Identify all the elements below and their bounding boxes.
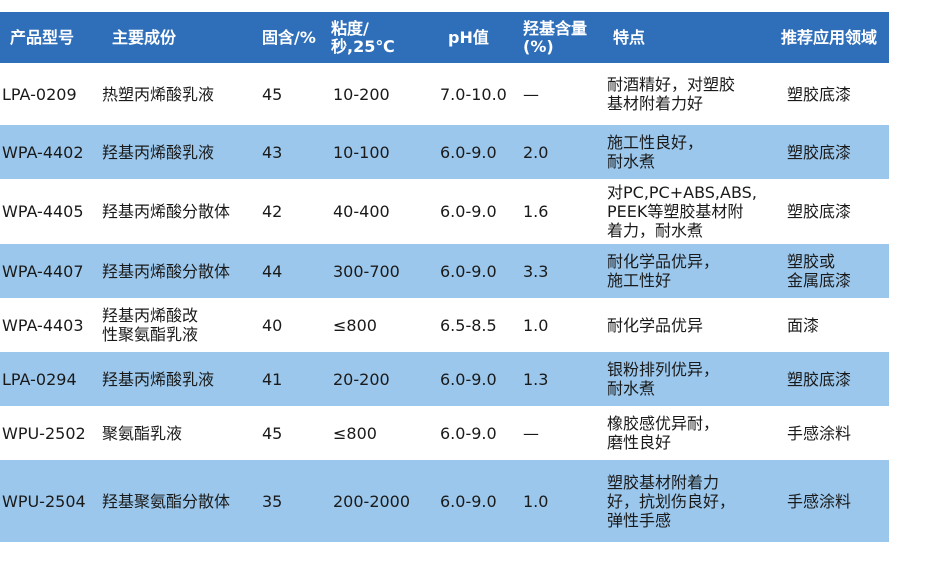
cell-application: 手感涂料 xyxy=(787,491,852,511)
header-hydroxyl-content: 羟基含量 (%) xyxy=(523,18,588,56)
cell-features: 橡胶感优异耐， 磨性良好 xyxy=(607,414,720,452)
cell-solid: 41 xyxy=(262,369,283,389)
cell-solid: 43 xyxy=(262,142,283,162)
header-features: 特点 xyxy=(613,27,646,47)
cell-features: 施工性良好， 耐水煮 xyxy=(607,133,704,171)
cell-hydroxyl: 1.0 xyxy=(523,315,549,335)
cell-model: WPA-4403 xyxy=(2,315,84,335)
header-application: 推荐应用领域 xyxy=(781,27,878,47)
cell-hydroxyl: — xyxy=(523,84,539,104)
product-table: 产品型号 主要成份 固含/% 粘度/秒,25℃ pH值 羟基含量 (%) 特点 … xyxy=(0,12,889,542)
cell-viscosity: 20-200 xyxy=(333,369,390,389)
table-row: WPA-4405 羟基丙烯酸分散体 42 40-400 6.0-9.0 1.6 … xyxy=(0,179,889,244)
cell-application: 面漆 xyxy=(787,315,820,335)
cell-model: LPA-0209 xyxy=(2,84,77,104)
cell-application: 手感涂料 xyxy=(787,423,852,443)
cell-component: 羟基聚氨酯分散体 xyxy=(102,491,231,511)
cell-features: 耐酒精好，对塑胶 基材附着力好 xyxy=(607,75,736,113)
cell-model: WPA-4407 xyxy=(2,261,84,281)
cell-ph: 6.0-9.0 xyxy=(440,261,497,281)
cell-model: WPU-2504 xyxy=(2,491,86,511)
cell-application: 塑胶底漆 xyxy=(787,202,852,221)
cell-component: 热塑丙烯酸乳液 xyxy=(102,84,215,104)
cell-application: 塑胶底漆 xyxy=(787,84,852,104)
cell-component: 羟基丙烯酸改 性聚氨酯乳液 xyxy=(102,306,199,344)
table-row: WPA-4407 羟基丙烯酸分散体 44 300-700 6.0-9.0 3.3… xyxy=(0,244,889,298)
cell-hydroxyl: 3.3 xyxy=(523,261,549,281)
cell-features: 塑胶基材附着力 好，抗划伤良好， 弹性手感 xyxy=(607,472,736,530)
table-row: WPA-4403 羟基丙烯酸改 性聚氨酯乳液 40 ≤800 6.5-8.5 1… xyxy=(0,298,889,352)
table-row: LPA-0294 羟基丙烯酸乳液 41 20-200 6.0-9.0 1.3 银… xyxy=(0,352,889,406)
cell-viscosity: 300-700 xyxy=(333,261,400,281)
cell-component: 羟基丙烯酸分散体 xyxy=(102,261,231,281)
cell-features: 耐化学品优异， 施工性好 xyxy=(607,252,720,290)
cell-viscosity: ≤800 xyxy=(333,315,377,335)
cell-model: WPA-4405 xyxy=(2,202,84,221)
cell-hydroxyl: 1.3 xyxy=(523,369,549,389)
header-solid-content: 固含/% xyxy=(262,27,316,47)
cell-ph: 6.0-9.0 xyxy=(440,202,497,221)
cell-ph: 6.5-8.5 xyxy=(440,315,497,335)
cell-features: 对PC,PC+ABS,ABS, PEEK等塑胶基材附 着力，耐水煮 xyxy=(607,183,757,240)
table-header: 产品型号 主要成份 固含/% 粘度/秒,25℃ pH值 羟基含量 (%) 特点 … xyxy=(0,12,889,63)
cell-solid: 42 xyxy=(262,202,283,221)
cell-ph: 6.0-9.0 xyxy=(440,423,497,443)
cell-solid: 45 xyxy=(262,84,283,104)
cell-viscosity: 10-100 xyxy=(333,142,390,162)
cell-application: 塑胶或 金属底漆 xyxy=(787,252,852,290)
cell-component: 聚氨酯乳液 xyxy=(102,423,183,443)
cell-model: WPU-2502 xyxy=(2,423,86,443)
table-row: WPU-2504 羟基聚氨酯分散体 35 200-2000 6.0-9.0 1.… xyxy=(0,460,889,542)
cell-ph: 7.0-10.0 xyxy=(440,84,507,104)
cell-solid: 44 xyxy=(262,261,283,281)
cell-ph: 6.0-9.0 xyxy=(440,491,497,511)
header-viscosity: 粘度/秒,25℃ xyxy=(331,18,395,56)
cell-application: 塑胶底漆 xyxy=(787,369,852,389)
cell-hydroxyl: — xyxy=(523,423,539,443)
cell-model: LPA-0294 xyxy=(2,369,77,389)
header-ph: pH值 xyxy=(448,27,489,47)
cell-ph: 6.0-9.0 xyxy=(440,369,497,389)
cell-solid: 45 xyxy=(262,423,283,443)
cell-features: 银粉排列优异， 耐水煮 xyxy=(607,360,720,398)
cell-hydroxyl: 1.0 xyxy=(523,491,549,511)
cell-application: 塑胶底漆 xyxy=(787,142,852,162)
table-row: WPU-2502 聚氨酯乳液 45 ≤800 6.0-9.0 — 橡胶感优异耐，… xyxy=(0,406,889,460)
cell-viscosity: ≤800 xyxy=(333,423,377,443)
cell-component: 羟基丙烯酸乳液 xyxy=(102,142,215,162)
cell-hydroxyl: 1.6 xyxy=(523,202,549,221)
cell-viscosity: 10-200 xyxy=(333,84,390,104)
cell-features: 耐化学品优异 xyxy=(607,315,704,335)
cell-viscosity: 40-400 xyxy=(333,202,390,221)
table-row: LPA-0209 热塑丙烯酸乳液 45 10-200 7.0-10.0 — 耐酒… xyxy=(0,63,889,125)
cell-viscosity: 200-2000 xyxy=(333,491,411,511)
cell-hydroxyl: 2.0 xyxy=(523,142,549,162)
cell-model: WPA-4402 xyxy=(2,142,84,162)
header-product-model: 产品型号 xyxy=(10,27,75,47)
cell-solid: 40 xyxy=(262,315,283,335)
header-main-component: 主要成份 xyxy=(112,27,177,47)
cell-component: 羟基丙烯酸分散体 xyxy=(102,202,231,221)
cell-ph: 6.0-9.0 xyxy=(440,142,497,162)
table-row: WPA-4402 羟基丙烯酸乳液 43 10-100 6.0-9.0 2.0 施… xyxy=(0,125,889,179)
cell-solid: 35 xyxy=(262,491,283,511)
cell-component: 羟基丙烯酸乳液 xyxy=(102,369,215,389)
